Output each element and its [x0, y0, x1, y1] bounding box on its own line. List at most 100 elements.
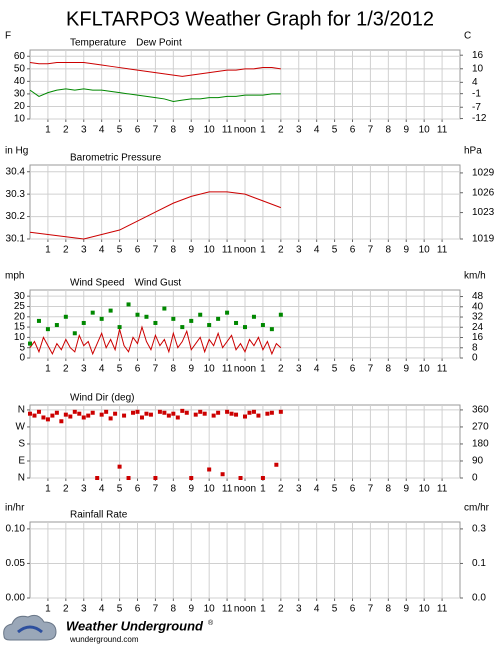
x-tick-label: noon: [234, 364, 256, 375]
x-tick-label: 5: [332, 484, 338, 495]
series-marker: [202, 411, 207, 416]
y-tick-label: 0: [19, 353, 25, 364]
legend-entry: Wind Speed: [70, 278, 124, 289]
series-marker: [45, 417, 50, 422]
x-tick-label: 1: [45, 125, 51, 136]
series-marker: [36, 409, 41, 414]
x-tick-label: 10: [419, 125, 431, 136]
y2-tick-label: 180: [472, 439, 489, 450]
x-tick-label: 2: [63, 125, 69, 136]
x-tick-label: 6: [350, 364, 356, 375]
series-marker: [126, 476, 131, 480]
y-tick-label: 25: [14, 301, 26, 312]
y-tick-label: 0.10: [6, 524, 26, 535]
series-marker: [211, 413, 216, 418]
series-marker: [131, 410, 136, 415]
series-marker: [260, 476, 265, 480]
x-tick-label: 10: [419, 245, 431, 256]
x-tick-label: 2: [278, 604, 284, 615]
x-tick-label: 4: [99, 245, 105, 256]
x-tick-label: 10: [204, 245, 216, 256]
x-tick-label: 7: [153, 604, 159, 615]
x-tick-label: 8: [171, 604, 177, 615]
series-marker: [269, 410, 274, 415]
x-tick-label: 5: [117, 604, 123, 615]
series-marker: [229, 411, 234, 416]
y2-tick-label: 1029: [472, 168, 495, 179]
x-tick-label: 8: [386, 245, 392, 256]
series-marker: [81, 320, 86, 325]
x-tick-label: 7: [153, 245, 159, 256]
x-tick-label: 6: [350, 604, 356, 615]
x-tick-label: 3: [81, 245, 87, 256]
x-tick-label: 6: [350, 245, 356, 256]
x-tick-label: 3: [296, 484, 302, 495]
series-marker: [278, 312, 283, 317]
x-tick-label: 6: [350, 484, 356, 495]
y-tick-label: 10: [14, 332, 26, 343]
x-tick-label: 10: [204, 364, 216, 375]
series-marker: [86, 413, 91, 418]
y-tick-label: 50: [14, 63, 26, 74]
x-tick-label: 6: [135, 245, 141, 256]
series-marker: [117, 464, 122, 469]
series-marker: [50, 413, 55, 418]
series-marker: [225, 310, 230, 315]
y-tick-label: N: [18, 405, 25, 416]
x-tick-label: 11: [437, 604, 448, 615]
series-marker: [216, 316, 221, 321]
x-tick-label: 11: [437, 364, 448, 375]
x-tick-label: 9: [403, 484, 409, 495]
series-marker: [269, 327, 274, 332]
x-tick-label: 7: [368, 364, 374, 375]
x-tick-label: 8: [386, 125, 392, 136]
series-marker: [220, 472, 225, 477]
y2-tick-label: 0.0: [472, 593, 486, 604]
y2-axis-title: C: [464, 31, 471, 42]
y2-tick-label: 0.1: [472, 558, 486, 569]
x-tick-label: 1: [260, 484, 266, 495]
series-marker: [234, 412, 239, 417]
x-tick-label: 1: [260, 364, 266, 375]
x-tick-label: 7: [368, 245, 374, 256]
series-marker: [251, 409, 256, 414]
legend-entry: Temperature: [70, 38, 127, 49]
y2-tick-label: 8: [472, 342, 478, 353]
x-tick-label: 3: [81, 364, 87, 375]
x-tick-label: 4: [314, 484, 320, 495]
x-tick-label: 2: [278, 245, 284, 256]
x-tick-label: 10: [419, 364, 431, 375]
y-tick-label: 10: [14, 114, 26, 125]
series-marker: [238, 476, 243, 480]
x-tick-label: 8: [171, 364, 177, 375]
x-tick-label: 4: [314, 604, 320, 615]
series-marker: [198, 409, 203, 414]
y-tick-label: W: [16, 422, 26, 433]
x-tick-label: 9: [188, 245, 194, 256]
y-tick-label: 60: [14, 51, 26, 62]
x-tick-label: 1: [45, 245, 51, 256]
logo-arc: [17, 625, 43, 634]
series-marker: [162, 410, 167, 415]
x-tick-label: 1: [45, 604, 51, 615]
x-tick-label: 10: [419, 484, 431, 495]
x-tick-label: 2: [63, 245, 69, 256]
x-tick-label: 9: [188, 364, 194, 375]
x-tick-label: 6: [135, 125, 141, 136]
series-marker: [193, 412, 198, 417]
x-tick-label: 1: [45, 484, 51, 495]
x-tick-label: 4: [314, 245, 320, 256]
series-marker: [153, 476, 158, 480]
series-marker: [216, 410, 221, 415]
y-tick-label: 15: [14, 322, 26, 333]
x-tick-label: 7: [368, 125, 374, 136]
y-tick-label: 0.00: [6, 593, 26, 604]
footer-url: wunderground.com: [69, 635, 139, 644]
series-marker: [265, 411, 270, 416]
series-marker: [117, 325, 122, 330]
series-marker: [274, 462, 279, 467]
series-marker: [256, 413, 261, 418]
x-tick-label: 3: [81, 484, 87, 495]
x-tick-label: 9: [403, 364, 409, 375]
y2-tick-label: -7: [472, 102, 481, 113]
